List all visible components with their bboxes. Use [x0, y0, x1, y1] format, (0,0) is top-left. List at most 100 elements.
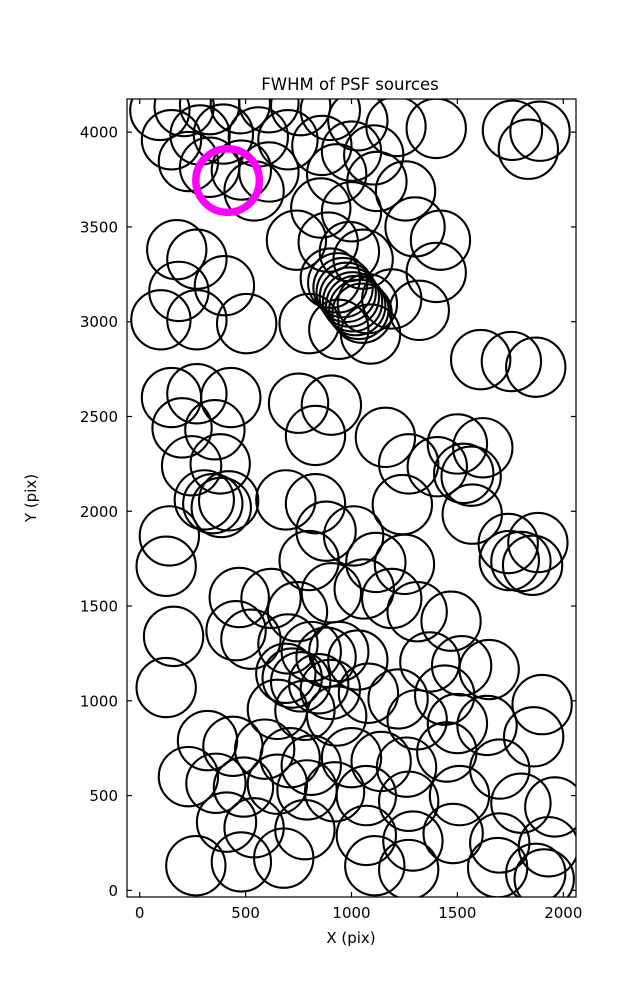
source-marker	[157, 745, 220, 808]
y-tick-label: 2000	[80, 503, 118, 521]
source-marker	[320, 726, 383, 789]
source-marker	[469, 738, 531, 800]
x-axis-label: X (pix)	[326, 929, 375, 947]
y-tick-label: 3500	[80, 218, 118, 236]
source-marker	[480, 330, 543, 393]
source-marker	[440, 445, 502, 507]
source-marker	[333, 558, 395, 620]
source-marker	[315, 261, 377, 324]
y-axis-label: Y (pix)	[22, 474, 40, 523]
source-marker	[261, 647, 323, 709]
source-marker	[295, 500, 357, 562]
source-marker	[426, 413, 489, 475]
source-marker	[308, 298, 370, 360]
source-marker	[511, 673, 573, 736]
source-marker	[344, 835, 406, 897]
source-marker	[420, 590, 482, 652]
source-marker	[469, 812, 531, 874]
x-tick-label: 0	[135, 904, 145, 922]
source-marker	[312, 256, 374, 319]
chart-title: FWHM of PSF sources	[261, 75, 438, 94]
source-marker	[377, 770, 440, 832]
source-marker	[507, 511, 569, 574]
source-marker	[321, 271, 384, 333]
source-marker	[377, 838, 440, 897]
source-marker	[524, 776, 576, 838]
source-marker	[146, 218, 208, 281]
source-marker	[497, 118, 560, 180]
y-tick-label: 1500	[80, 598, 118, 616]
source-marker	[138, 505, 201, 567]
x-tick-label: 2000	[544, 904, 582, 922]
source-marker	[255, 642, 317, 705]
source-marker	[135, 535, 197, 597]
source-marker	[151, 397, 213, 459]
source-marker	[295, 626, 357, 688]
source-marker	[182, 472, 244, 535]
source-marker	[129, 99, 191, 142]
source-marker	[509, 100, 571, 162]
y-tick-label: 500	[89, 787, 118, 805]
source-marker	[165, 835, 227, 897]
source-marker	[405, 99, 467, 160]
source-marker	[278, 292, 340, 355]
source-marker	[477, 512, 539, 575]
source-marker	[433, 442, 495, 505]
selected-source-marker[interactable]	[192, 144, 264, 217]
source-marker	[166, 363, 228, 425]
source-marker	[505, 842, 567, 897]
source-marker	[505, 336, 567, 398]
source-marker	[238, 141, 300, 203]
x-tick-label: 500	[231, 904, 260, 922]
source-marker	[426, 692, 489, 755]
source-marker	[290, 177, 352, 239]
source-marker	[409, 209, 472, 271]
source-marker	[335, 804, 398, 867]
source-marker	[320, 181, 383, 243]
source-marker	[212, 756, 275, 818]
y-axis-ticks: 0 500 1000 1500 2000 2500 3000 3500 4000	[80, 124, 576, 900]
source-marker	[148, 260, 210, 323]
source-marker	[184, 399, 246, 461]
source-marker	[413, 664, 476, 726]
source-marker	[305, 143, 368, 205]
source-marker	[190, 476, 252, 539]
source-marker	[490, 772, 552, 834]
y-tick-label: 4000	[80, 124, 118, 142]
source-marker	[253, 827, 315, 889]
source-marker	[278, 529, 340, 592]
source-marker	[266, 581, 329, 643]
y-tick-label: 0	[108, 882, 118, 900]
source-marker	[361, 268, 423, 330]
source-marker	[233, 718, 296, 780]
source-marker	[428, 764, 491, 827]
source-marker	[269, 651, 332, 713]
source-marker	[406, 436, 468, 498]
source-marker	[456, 694, 518, 757]
source-marker	[195, 791, 258, 853]
source-marker	[257, 613, 319, 675]
source-marker	[274, 679, 336, 741]
source-marker	[335, 764, 398, 827]
source-marker	[300, 374, 363, 436]
source-marker	[209, 99, 272, 135]
source-marker	[386, 581, 448, 643]
source-marker	[210, 831, 273, 893]
source-marker	[280, 734, 342, 796]
source-marker	[200, 366, 262, 429]
source-marker	[197, 470, 260, 532]
source-marker	[238, 99, 300, 134]
source-marker	[303, 761, 366, 823]
source-marker	[189, 433, 251, 495]
source-marker	[373, 533, 436, 596]
source-marker	[193, 255, 256, 317]
x-tick-label: 1000	[332, 904, 370, 922]
source-marker	[210, 139, 273, 201]
source-marker	[246, 753, 309, 815]
source-marker	[208, 566, 270, 629]
x-axis-ticks: 0 500 1000 1500 2000	[135, 99, 582, 922]
source-marker	[430, 635, 493, 697]
